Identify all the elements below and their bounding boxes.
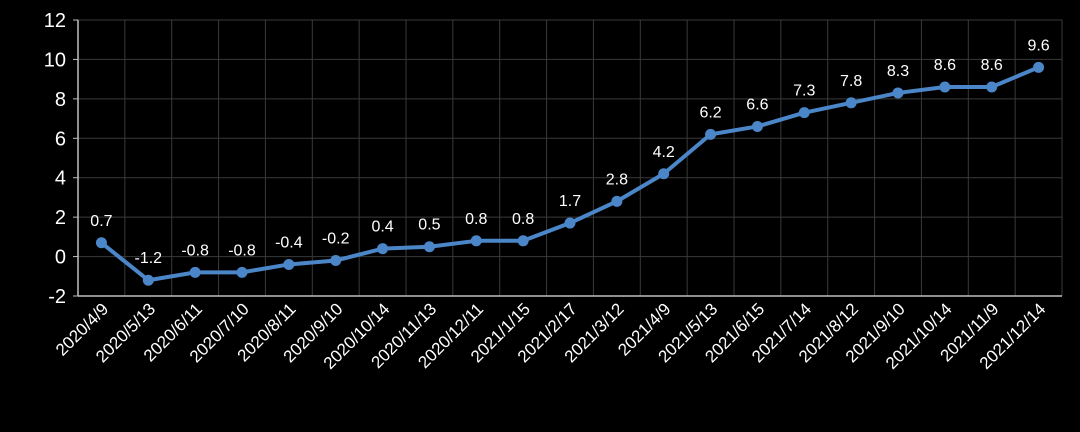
data-point [517,235,529,247]
data-point [845,97,857,109]
y-tick-label: 4 [55,168,66,190]
data-point [470,235,482,247]
data-label: 0.5 [418,217,440,234]
y-tick-labels: -2 0 2 4 6 8 10 12 [44,10,66,308]
data-label: 1.7 [559,193,581,210]
data-point [142,274,154,286]
data-label: 8.6 [981,57,1003,74]
data-label: 8.3 [887,63,909,80]
data-point [1033,61,1045,73]
data-label: 0.8 [512,211,534,228]
data-label: 6.6 [746,96,768,113]
data-label: -1.2 [134,250,162,267]
data-label: 0.7 [90,213,112,230]
data-point [986,81,998,93]
data-label: 8.6 [934,57,956,74]
data-labels: 0.7 -1.2 -0.8 -0.8 -0.4 -0.2 0.4 0.5 0.8 0.8 1.7 2.… [90,37,1049,267]
data-point [189,266,201,278]
data-label: -0.4 [275,234,303,251]
data-point [283,258,295,270]
data-label: 0.8 [465,211,487,228]
y-tick-label: 10 [44,49,66,71]
data-point [236,266,248,278]
data-label: 4.2 [653,144,675,161]
data-point [705,128,717,140]
data-label: 7.8 [840,73,862,90]
data-point [892,87,904,99]
y-tick-label: -2 [48,286,66,308]
data-label: 9.6 [1027,37,1049,54]
y-tick-label: 6 [55,128,66,150]
data-point [939,81,951,93]
data-label: 6.2 [699,104,721,121]
data-label: -0.8 [181,242,209,259]
data-point [330,255,342,267]
data-point [377,243,389,255]
axes [77,20,1062,297]
data-label: 0.4 [371,219,393,236]
y-tick-label: 8 [55,89,66,111]
data-point [798,107,810,119]
data-label: -0.2 [322,231,350,248]
data-point [658,168,670,180]
y-tick-label: 2 [55,207,66,229]
grid-lines [73,19,1063,297]
data-point [564,217,576,229]
data-label: 2.8 [606,171,628,188]
y-tick-label: 12 [44,10,66,32]
data-point [95,237,107,249]
data-points [95,61,1045,286]
data-label: -0.8 [228,242,256,259]
data-label: 7.3 [793,83,815,100]
x-tick-labels: 2020/4/92020/5/132020/6/112020/7/102020/… [52,299,1049,373]
data-point [611,195,623,207]
data-point [751,120,763,132]
y-tick-label: 0 [55,247,66,269]
data-point [423,241,435,253]
